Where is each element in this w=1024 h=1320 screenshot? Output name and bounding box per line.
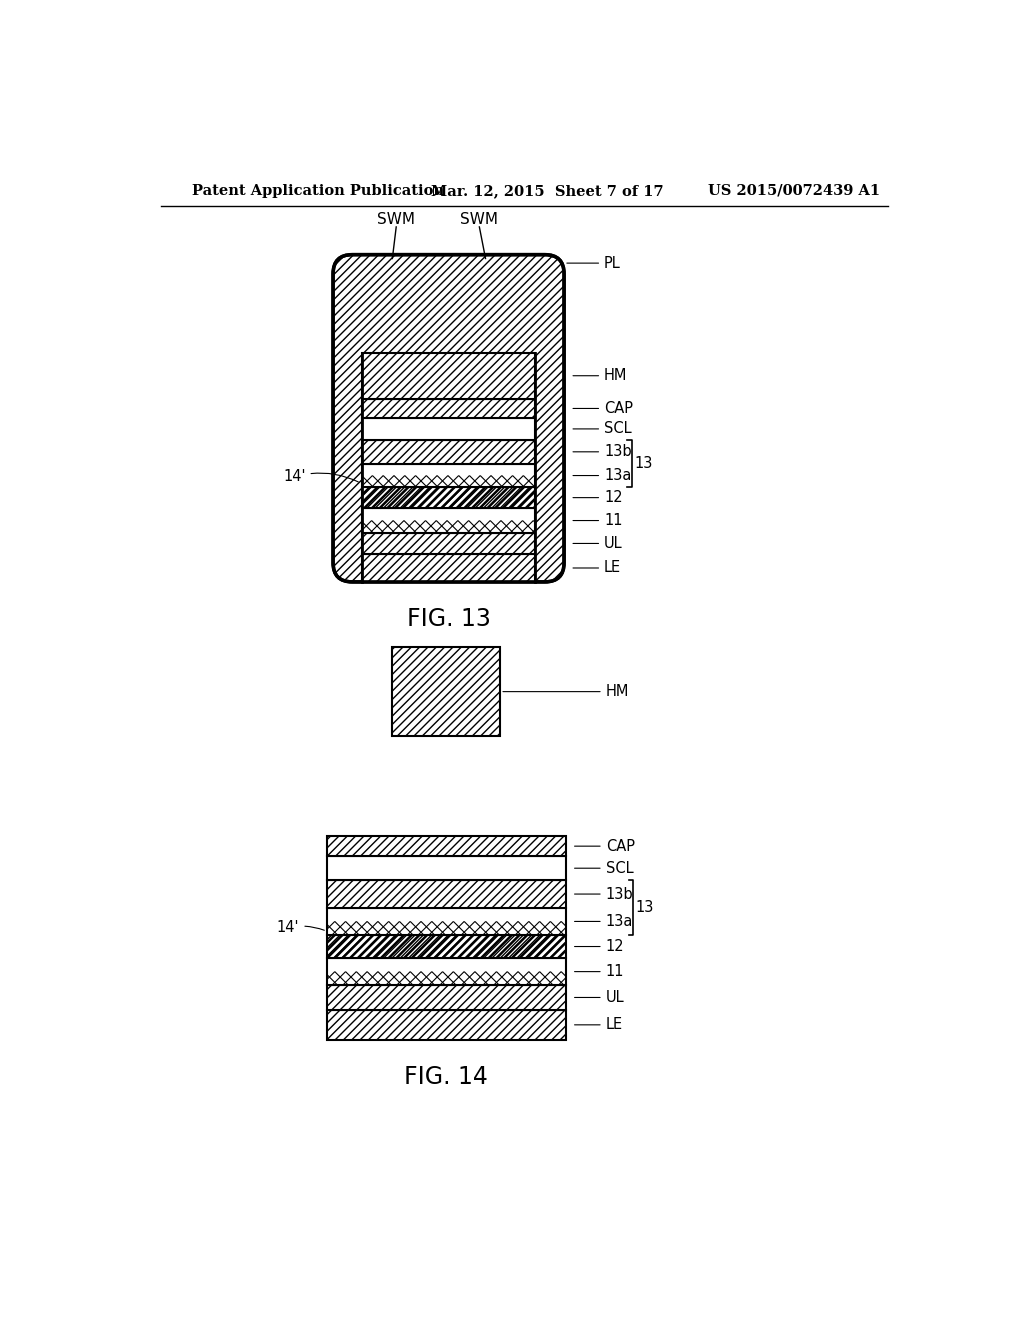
- Bar: [362, 465, 535, 487]
- Text: 13b: 13b: [573, 445, 632, 459]
- Text: 11: 11: [573, 513, 623, 528]
- Text: US 2015/0072439 A1: US 2015/0072439 A1: [708, 183, 881, 198]
- Text: Patent Application Publication: Patent Application Publication: [193, 183, 444, 198]
- Bar: [362, 352, 535, 399]
- Text: UL: UL: [574, 990, 625, 1005]
- Text: 14': 14': [283, 470, 358, 484]
- Text: SCL: SCL: [573, 421, 632, 437]
- Text: 13b: 13b: [574, 887, 633, 902]
- FancyBboxPatch shape: [333, 255, 564, 582]
- Bar: [392, 647, 500, 737]
- Text: FIG. 14: FIG. 14: [404, 1065, 488, 1089]
- Bar: [362, 487, 535, 508]
- Text: 12: 12: [574, 939, 625, 954]
- Bar: [362, 508, 535, 533]
- Bar: [362, 418, 535, 440]
- Text: LE: LE: [573, 561, 622, 576]
- Text: PL: PL: [567, 256, 621, 271]
- Text: 13a: 13a: [574, 913, 633, 929]
- Text: 13a: 13a: [573, 469, 632, 483]
- Text: 12: 12: [573, 490, 623, 506]
- Text: 11: 11: [574, 964, 625, 979]
- Bar: [327, 880, 565, 908]
- Bar: [327, 908, 565, 935]
- Text: CAP: CAP: [574, 838, 635, 854]
- Text: Mar. 12, 2015  Sheet 7 of 17: Mar. 12, 2015 Sheet 7 of 17: [431, 183, 664, 198]
- Bar: [327, 985, 565, 1010]
- Bar: [362, 399, 535, 418]
- Text: HM: HM: [503, 684, 629, 700]
- Text: SWM: SWM: [377, 211, 415, 227]
- Bar: [327, 935, 565, 958]
- Bar: [327, 837, 565, 857]
- Bar: [362, 440, 535, 465]
- Bar: [327, 857, 565, 880]
- Bar: [327, 1010, 565, 1040]
- Text: LE: LE: [574, 1018, 623, 1032]
- Text: SCL: SCL: [574, 861, 633, 875]
- Text: FIG. 13: FIG. 13: [407, 607, 490, 631]
- Text: 13: 13: [636, 900, 654, 915]
- Text: CAP: CAP: [573, 401, 633, 416]
- Text: 13: 13: [634, 455, 652, 471]
- Text: SWM: SWM: [461, 211, 499, 227]
- Text: 14': 14': [276, 920, 325, 935]
- Bar: [362, 352, 535, 582]
- Text: UL: UL: [573, 536, 623, 550]
- Bar: [327, 958, 565, 985]
- Bar: [362, 554, 535, 582]
- Text: HM: HM: [573, 368, 628, 383]
- Bar: [362, 533, 535, 554]
